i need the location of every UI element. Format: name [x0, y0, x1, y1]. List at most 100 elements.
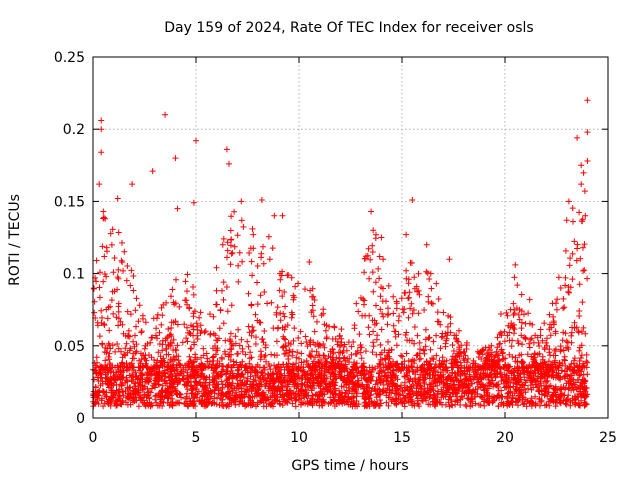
data-point [126, 347, 133, 354]
data-point [508, 398, 515, 404]
data-point [561, 357, 568, 364]
data-point [297, 328, 304, 335]
data-point [107, 345, 114, 352]
data-point [121, 248, 128, 255]
data-point [113, 314, 120, 321]
data-point [213, 287, 220, 294]
data-point [518, 308, 525, 314]
data-point [366, 364, 373, 371]
data-point [581, 402, 588, 409]
data-point [274, 304, 281, 311]
data-point [491, 394, 498, 401]
data-point [281, 335, 288, 342]
data-point [386, 394, 393, 401]
data-point [413, 283, 420, 290]
data-point [271, 212, 278, 219]
data-point [173, 400, 180, 407]
data-point [508, 376, 515, 383]
data-point [324, 388, 331, 395]
data-point [576, 308, 583, 314]
data-point [384, 352, 390, 359]
data-point [454, 350, 461, 357]
data-point [167, 343, 174, 349]
data-point [130, 399, 136, 406]
data-point [227, 346, 234, 353]
data-point [163, 346, 169, 353]
data-point [414, 332, 421, 339]
data-point [528, 368, 535, 375]
data-point [190, 291, 197, 298]
data-point [373, 231, 379, 238]
data-point [327, 383, 334, 390]
data-point [318, 312, 325, 319]
data-point [331, 362, 338, 369]
data-point [578, 328, 585, 335]
data-point [509, 353, 516, 360]
data-point [238, 371, 245, 378]
data-point [571, 319, 578, 326]
data-point [338, 364, 345, 371]
data-point [245, 290, 252, 297]
data-point [256, 319, 263, 326]
data-point [463, 375, 470, 382]
data-point [369, 385, 376, 392]
data-point [426, 394, 433, 401]
data-point [521, 400, 528, 407]
data-point [356, 382, 363, 389]
data-point [186, 395, 193, 402]
data-point [149, 334, 156, 341]
y-tick-label: 0.05 [54, 339, 85, 355]
data-point [433, 332, 440, 339]
data-point [408, 363, 415, 370]
data-point [114, 195, 121, 202]
data-point [383, 389, 390, 396]
data-point [562, 384, 569, 391]
data-point [395, 317, 402, 324]
data-point [408, 396, 415, 403]
data-point [581, 267, 588, 274]
data-point [576, 281, 583, 288]
data-point [426, 361, 433, 368]
data-point [332, 396, 338, 403]
data-point [293, 354, 300, 361]
data-point [284, 399, 291, 406]
data-point [259, 393, 266, 399]
data-point [106, 398, 113, 405]
data-point [456, 384, 463, 391]
data-point [398, 352, 404, 359]
data-point [380, 313, 387, 320]
data-point [171, 356, 178, 363]
data-point [412, 371, 419, 378]
data-point [97, 269, 103, 276]
data-point [205, 396, 212, 403]
data-point [289, 311, 296, 318]
data-point [158, 321, 165, 328]
data-point [296, 392, 303, 399]
data-point [536, 396, 543, 403]
data-point [184, 369, 191, 376]
data-point [111, 255, 118, 261]
data-point [287, 369, 293, 376]
data-point [452, 401, 459, 408]
data-point [133, 374, 140, 380]
data-point [463, 403, 470, 410]
data-point [294, 371, 301, 377]
data-point [323, 335, 330, 342]
data-point [408, 384, 415, 390]
data-point [107, 230, 114, 237]
data-point [283, 374, 289, 381]
data-point [242, 351, 249, 358]
data-point [184, 338, 191, 345]
data-point [390, 293, 397, 300]
data-point [517, 390, 524, 397]
data-point [410, 307, 417, 313]
data-point [248, 258, 255, 265]
data-point [335, 349, 342, 356]
data-point [93, 370, 100, 377]
data-point [309, 392, 316, 399]
data-point [295, 280, 301, 287]
data-point [169, 399, 176, 406]
data-point [279, 374, 286, 380]
data-point [124, 308, 131, 315]
data-point [456, 327, 462, 334]
